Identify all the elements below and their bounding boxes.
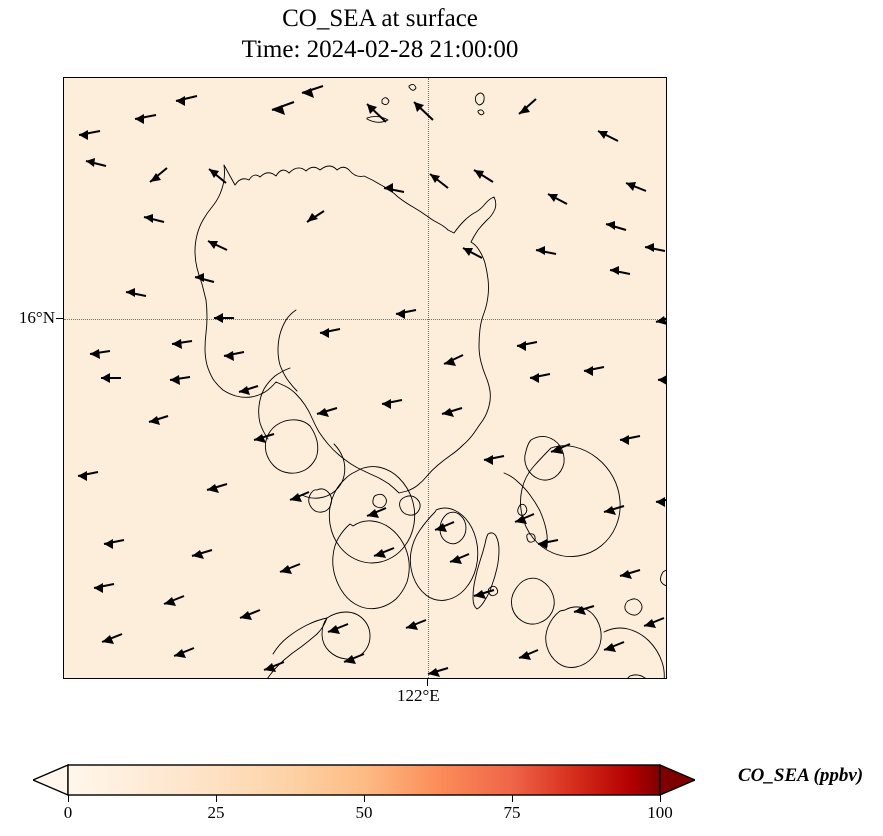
colorbar-tick-100	[660, 795, 661, 802]
map-axes[interactable]: .cl { fill:none; stroke:#000; stroke-wid…	[63, 77, 667, 679]
title-line-time: Time: 2024-02-28 21:00:00	[241, 35, 519, 63]
map-content: .cl { fill:none; stroke:#000; stroke-wid…	[77, 83, 666, 678]
colorbar-tick-0	[68, 795, 69, 802]
title-line-variable: CO_SEA at surface	[282, 5, 478, 32]
colorbar-ticklabel-75: 75	[503, 803, 521, 822]
colorbar-extend-min	[33, 763, 69, 797]
wind-vectors	[77, 85, 666, 677]
axis-label-latitude-16n: 16°N	[18, 308, 55, 327]
gridline-longitude-122e	[428, 78, 429, 678]
colorbar-label: CO_SEA (ppbv)	[738, 765, 864, 786]
tick-latitude-16n	[56, 318, 63, 319]
colorbar-ticklabel-25: 25	[207, 803, 225, 822]
colorbar-tick-75	[512, 795, 513, 802]
colorbar-tick-25	[216, 795, 217, 802]
gridline-latitude-16n	[64, 319, 666, 320]
colorbar-ticklabel-0: 0	[63, 803, 73, 822]
axis-label-longitude-122e: 122°E	[397, 686, 440, 705]
colorbar-ticklabel-100: 100	[647, 803, 673, 822]
colorbar-gradient	[33, 763, 695, 797]
colorbar-ticklabel-50: 50	[355, 803, 373, 822]
colorbar[interactable]	[33, 763, 695, 797]
colorbar-extend-max	[659, 763, 695, 797]
figure-title: CO_SEA at surface Time: 2024-02-28 21:00…	[0, 4, 760, 65]
colorbar-tick-50	[364, 795, 365, 802]
colorbar-body	[67, 764, 661, 796]
tick-longitude-122e	[427, 679, 428, 686]
